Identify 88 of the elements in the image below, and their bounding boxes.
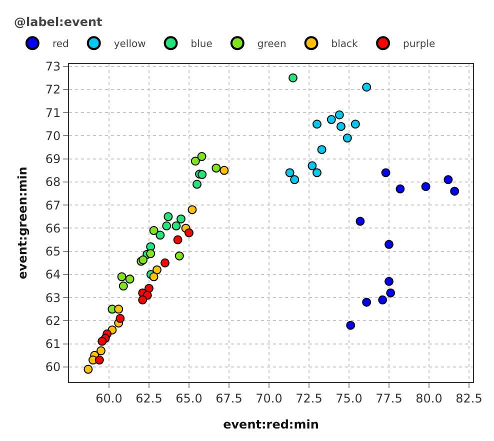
point (188, 205, 197, 214)
point (444, 175, 453, 184)
point (220, 166, 229, 175)
point (384, 240, 394, 249)
point (285, 168, 294, 178)
point (396, 184, 405, 194)
point (96, 346, 106, 356)
point (312, 120, 322, 129)
point (312, 168, 322, 178)
point (362, 82, 372, 92)
y-tick-label: 71 (45, 106, 61, 120)
x-tick-label: 60.0 (96, 391, 122, 406)
point (212, 164, 221, 173)
point (346, 320, 356, 330)
point (350, 120, 360, 129)
legend-label: yellow (114, 39, 146, 50)
point (138, 295, 148, 304)
y-tick-label: 72 (45, 82, 61, 97)
point (172, 221, 181, 230)
x-tick-label: 70.0 (256, 391, 282, 406)
point (149, 272, 158, 282)
y-tick-label: 69 (45, 152, 61, 166)
x-tick-label: 62.5 (136, 391, 162, 406)
y-tick-label: 65 (45, 244, 61, 259)
y-tick-label: 70 (45, 128, 61, 143)
y-tick-label: 73 (45, 60, 61, 74)
point (160, 258, 170, 268)
point (378, 295, 388, 304)
point (326, 115, 336, 124)
point (190, 156, 200, 166)
legend-label: black (331, 39, 358, 50)
point (184, 228, 194, 238)
point (162, 221, 172, 230)
point (334, 110, 344, 120)
x-axis-title: event:red:min (223, 417, 319, 432)
point (386, 288, 396, 298)
legend-label: green (257, 39, 286, 50)
legend-title: @label:event (14, 15, 102, 29)
y-tick-label: 67 (45, 198, 61, 212)
x-tick-label: 77.5 (376, 391, 402, 406)
point (317, 145, 326, 154)
point (336, 122, 346, 131)
y-tick-label: 64 (45, 268, 61, 282)
x-tick-label: 72.5 (296, 391, 322, 406)
point (149, 226, 158, 236)
point (308, 161, 317, 170)
y-tick-label: 63 (45, 290, 61, 305)
x-tick-label: 80.0 (416, 391, 442, 406)
point (98, 336, 107, 346)
point (118, 282, 128, 291)
point (94, 356, 104, 365)
point (290, 175, 300, 184)
point (84, 364, 93, 374)
y-tick-label: 60 (45, 360, 61, 374)
legend-label: purple (403, 39, 436, 50)
y-tick-label: 62 (45, 314, 61, 328)
y-tick-label: 66 (45, 221, 61, 236)
x-tick-label: 82.5 (456, 391, 482, 406)
point (356, 216, 365, 226)
x-tick-label: 67.5 (216, 391, 242, 406)
point (164, 212, 173, 222)
point (421, 182, 430, 192)
point (146, 249, 156, 258)
point (173, 235, 182, 244)
point (117, 272, 126, 282)
point (342, 134, 352, 143)
legend-label: red (52, 39, 69, 50)
point (450, 186, 460, 196)
point (384, 276, 394, 286)
point (116, 314, 125, 323)
point (197, 152, 206, 162)
point (156, 230, 165, 240)
point (381, 168, 390, 178)
point (174, 251, 184, 260)
legend-label: blue (190, 39, 212, 50)
x-tick-label: 65.0 (176, 391, 202, 406)
x-tick-label: 75.0 (336, 391, 362, 406)
y-tick-label: 61 (45, 337, 61, 352)
point (125, 274, 134, 284)
y-tick-label: 68 (45, 175, 61, 190)
point (288, 73, 298, 82)
point (198, 170, 207, 180)
point (176, 214, 186, 224)
point (114, 304, 124, 314)
point (152, 265, 162, 274)
point (362, 298, 372, 307)
y-axis-title: event:green:min (16, 166, 30, 280)
point (192, 180, 202, 189)
